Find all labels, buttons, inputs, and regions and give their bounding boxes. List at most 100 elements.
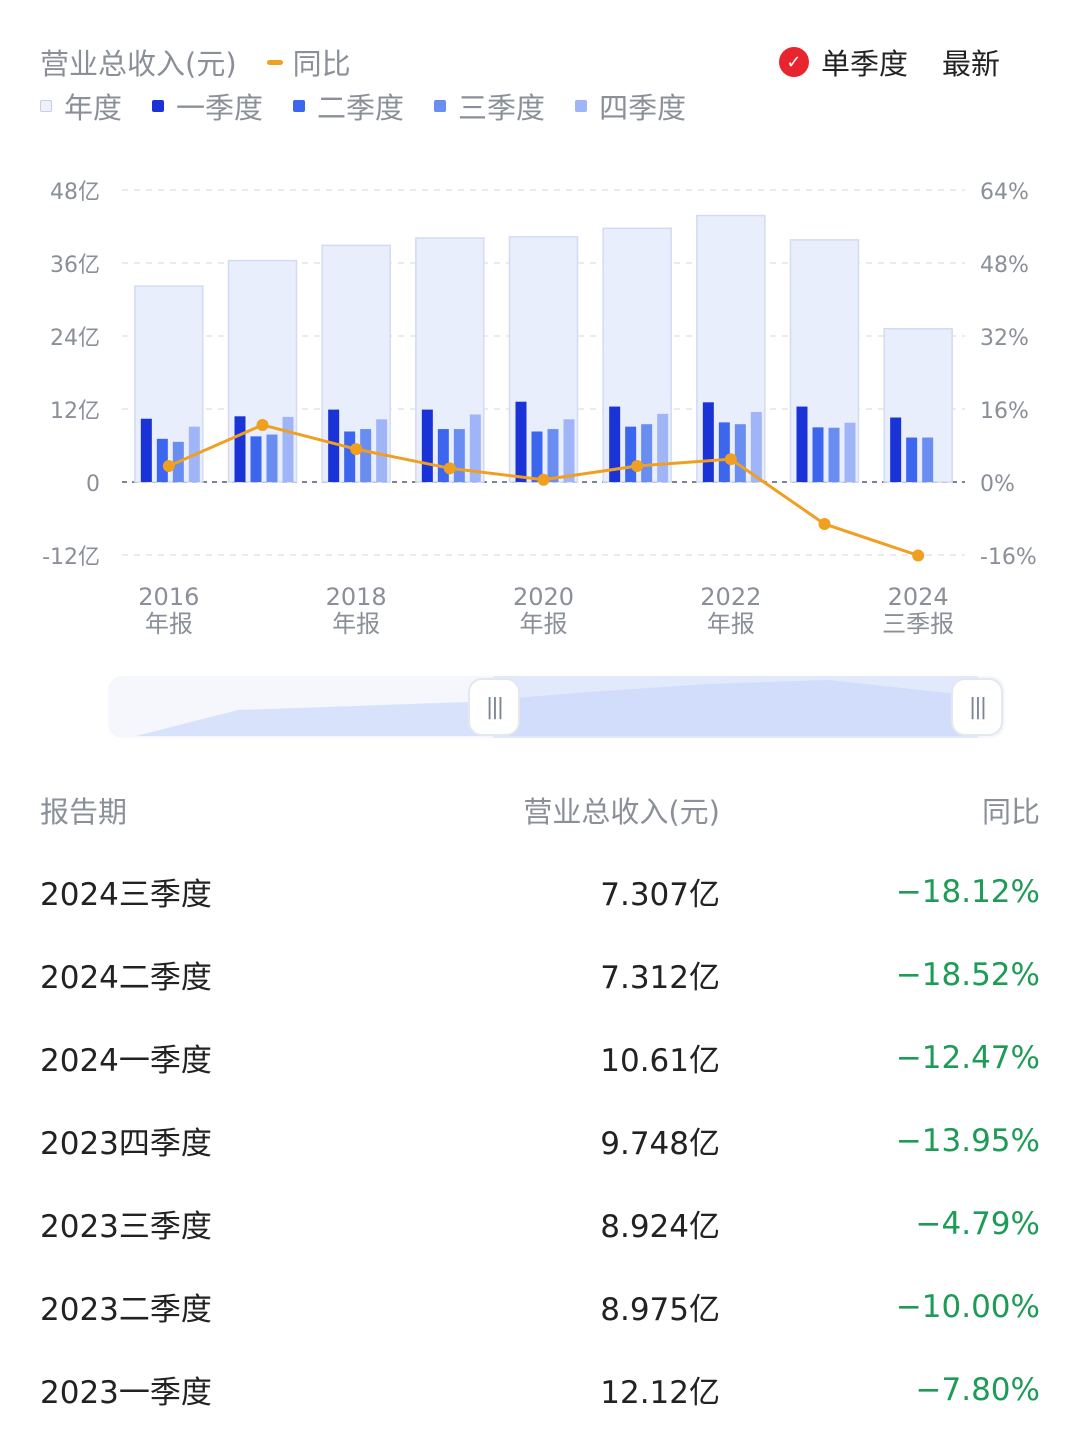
yoy-point — [912, 549, 925, 562]
bar-q1 — [328, 409, 340, 482]
cell-period: 2024二季度 — [40, 960, 212, 996]
cell-period: 2024一季度 — [40, 1043, 212, 1079]
bar-q1 — [796, 406, 808, 482]
bar-q4 — [469, 414, 481, 482]
x-tick-label-period: 三季报 — [882, 610, 954, 638]
legend-label-q4: 四季度 — [599, 91, 687, 125]
legend-label-q2: 二季度 — [317, 91, 405, 125]
bar-q3 — [360, 429, 372, 482]
bar-q1 — [234, 416, 246, 482]
table-row[interactable]: 2023四季度 9.748亿 −13.95% — [40, 1099, 1040, 1182]
bar-q2 — [625, 426, 637, 482]
y-right-tick-label: 16% — [980, 399, 1029, 424]
slider-handle-right[interactable]: ||| — [951, 678, 1003, 736]
y-right-tick-label: 48% — [980, 253, 1029, 278]
yoy-legend[interactable]: 同比 — [266, 41, 351, 83]
cell-yoy: −13.95% — [895, 1122, 1040, 1159]
legend-item-q2[interactable]: 二季度 — [293, 85, 404, 127]
y-right-tick-label: 32% — [980, 326, 1029, 351]
bar-q2 — [344, 431, 356, 482]
bar-q3 — [828, 427, 840, 482]
cell-period: 2023四季度 — [40, 1126, 212, 1162]
x-tick-label-period: 年报 — [145, 610, 193, 638]
legend-item-q4[interactable]: 四季度 — [575, 85, 686, 127]
header-revenue[interactable]: 营业总收入(元) — [523, 795, 720, 829]
legend-swatch-q1 — [152, 100, 165, 112]
cell-yoy: −4.79% — [915, 1205, 1040, 1242]
cell-revenue: 7.307亿 — [600, 877, 720, 913]
bar-q1 — [890, 417, 902, 482]
legend-item-q1[interactable]: 一季度 — [152, 85, 263, 127]
cell-revenue: 8.924亿 — [600, 1209, 720, 1245]
table-row[interactable]: 2024二季度 7.312亿 −18.52% — [40, 933, 1040, 1016]
header-period[interactable]: 报告期 — [40, 795, 128, 829]
y-right-tick-label: -16% — [980, 545, 1037, 570]
cell-revenue: 12.12亿 — [600, 1375, 720, 1411]
table-row[interactable]: 2023一季度 12.12亿 −7.80% — [40, 1348, 1040, 1431]
slider-area — [136, 680, 970, 736]
cell-revenue: 8.975亿 — [600, 1292, 720, 1328]
bar-q2 — [437, 429, 449, 482]
x-tick-label-period: 年报 — [707, 610, 755, 638]
table-header: 报告期 营业总收入(元) 同比 — [40, 770, 1040, 850]
cell-period: 2023三季度 — [40, 1209, 212, 1245]
cell-yoy: −10.00% — [895, 1288, 1040, 1325]
x-tick-label-period: 年报 — [332, 610, 380, 638]
bar-q4 — [657, 413, 669, 482]
y-right-tick-label: 64% — [980, 180, 1029, 205]
y-left-tick-label: 12亿 — [50, 399, 100, 424]
latest-button[interactable]: 最新 — [941, 47, 1000, 81]
chart-title: 营业总收入(元) — [40, 47, 237, 81]
cell-revenue: 9.748亿 — [600, 1126, 720, 1162]
bar-q4 — [750, 412, 762, 482]
x-tick-label-year: 2024 — [888, 583, 949, 611]
yoy-point — [162, 460, 175, 473]
single-quarter-toggle[interactable]: ✓ 单季度 — [778, 41, 908, 83]
legend-item-annual[interactable]: 年度 — [40, 85, 122, 127]
legend-swatch-q2 — [293, 100, 306, 112]
y-left-tick-label: -12亿 — [42, 545, 100, 570]
bar-q2 — [156, 438, 168, 482]
y-right-tick-label: 0% — [980, 472, 1015, 497]
legend-swatch-annual — [40, 100, 52, 112]
table-row[interactable]: 2023二季度 8.975亿 −10.00% — [40, 1265, 1040, 1348]
x-tick-label-year: 2018 — [326, 583, 387, 611]
single-quarter-label: 单季度 — [820, 47, 908, 81]
yoy-point — [350, 443, 363, 456]
revenue-table: 报告期 营业总收入(元) 同比 2024三季度 7.307亿 −18.12% 2… — [40, 770, 1040, 1431]
check-circle-icon: ✓ — [778, 47, 809, 77]
bar-q1 — [140, 418, 152, 482]
cell-revenue: 7.312亿 — [600, 960, 720, 996]
period-controls: ✓ 单季度 最新 — [778, 41, 1000, 83]
yoy-point — [256, 418, 269, 431]
chart-header: 营业总收入(元) 同比 ✓ 单季度 最新 — [40, 40, 1000, 84]
cell-yoy: −12.47% — [895, 1039, 1040, 1076]
revenue-chart[interactable]: 48亿36亿24亿12亿0-12亿64%48%32%16%0%-16%2016年… — [0, 160, 1080, 650]
legend-swatch-q4 — [575, 100, 588, 112]
cell-period: 2023一季度 — [40, 1375, 212, 1411]
header-yoy[interactable]: 同比 — [981, 795, 1040, 829]
table-row[interactable]: 2024一季度 10.61亿 −12.47% — [40, 1016, 1040, 1099]
table-row[interactable]: 2023三季度 8.924亿 −4.79% — [40, 1182, 1040, 1265]
bar-q1 — [702, 402, 714, 482]
slider-handle-left[interactable]: ||| — [468, 678, 520, 736]
legend-label-annual: 年度 — [64, 91, 123, 125]
bar-q3 — [453, 429, 465, 482]
legend-swatch-q3 — [434, 100, 447, 112]
bar-q4 — [376, 419, 388, 482]
bar-q2 — [718, 422, 730, 482]
legend-item-q3[interactable]: 三季度 — [434, 85, 545, 127]
table-row[interactable]: 2024三季度 7.307亿 −18.12% — [40, 850, 1040, 933]
bar-q3 — [922, 437, 934, 482]
bar-q2 — [531, 431, 543, 482]
slider-selection — [493, 676, 978, 738]
cell-yoy: −18.52% — [895, 956, 1040, 993]
cell-yoy: −18.12% — [895, 873, 1040, 910]
x-tick-label-period: 年报 — [520, 610, 568, 638]
yoy-point — [537, 473, 550, 486]
bar-q3 — [266, 434, 278, 482]
yoy-point — [443, 462, 456, 475]
y-left-tick-label: 48亿 — [50, 180, 100, 205]
range-slider-overview[interactable] — [108, 676, 1005, 738]
cell-revenue: 10.61亿 — [600, 1043, 720, 1079]
